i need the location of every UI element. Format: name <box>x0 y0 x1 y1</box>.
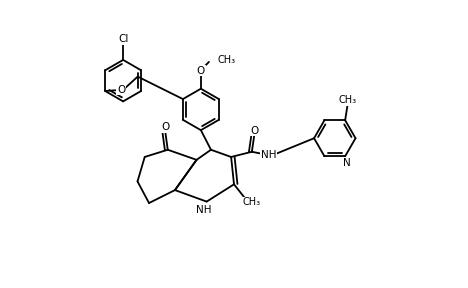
Text: CH₃: CH₃ <box>242 198 260 207</box>
Text: O: O <box>117 85 125 94</box>
Text: O: O <box>161 122 169 132</box>
Text: NH: NH <box>261 150 276 160</box>
Text: CH₃: CH₃ <box>339 95 357 105</box>
Text: CH₃: CH₃ <box>218 56 236 65</box>
Text: N: N <box>343 158 351 168</box>
Text: O: O <box>250 126 258 136</box>
Text: O: O <box>197 66 205 75</box>
Text: NH: NH <box>196 205 212 215</box>
Text: Cl: Cl <box>118 34 128 44</box>
